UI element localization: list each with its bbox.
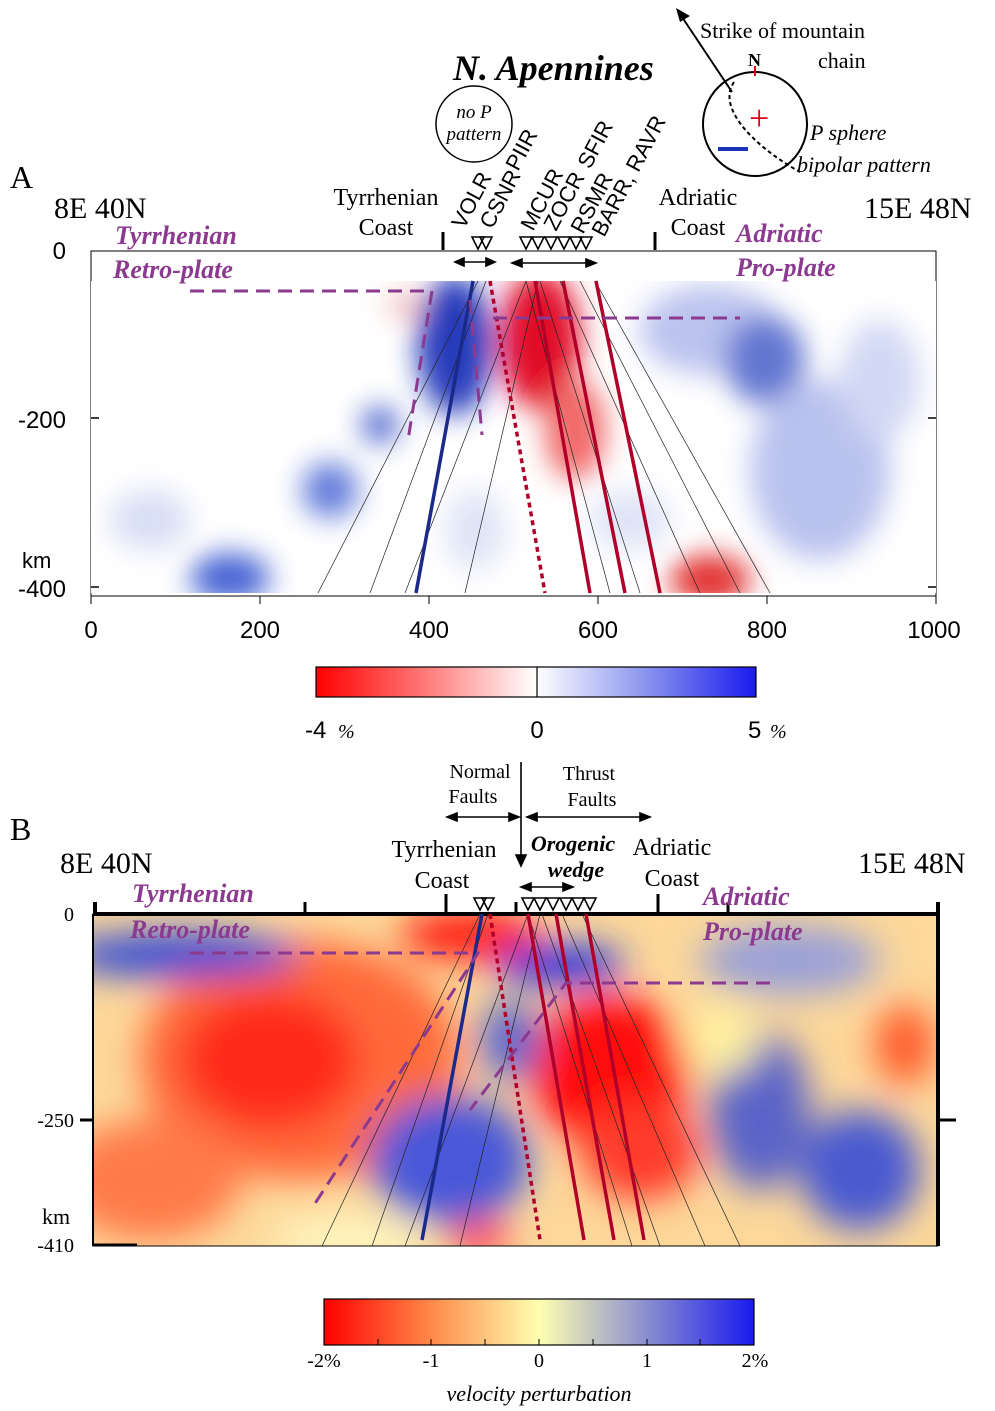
panel-b-tyrrhenian-coast-1: Tyrrhenian [392, 837, 497, 863]
y-tick-label: 0 [53, 238, 66, 265]
panel-b-colorbar: -2% -1 0 1 2% velocity perturbation [307, 1298, 769, 1406]
x-tick-label: 600 [578, 617, 618, 644]
station-label: SFIR [572, 116, 618, 172]
strike-label-line2: chain [818, 48, 866, 73]
colorbar-tick: 2% [742, 1350, 769, 1372]
panel-b-adriatic-coast-2: Coast [645, 866, 700, 892]
panel-b-slab-lines [420, 913, 646, 1241]
colorbar-mid: 0 [530, 717, 543, 744]
panel-a-letter: A [10, 159, 33, 195]
strike-label-line1: Strike of mountain [700, 18, 865, 43]
y-tick-label: -250 [37, 1110, 74, 1132]
x-tick-label: 400 [409, 617, 449, 644]
orogenic-wedge-1: Orogenic [531, 831, 616, 856]
retro-plate-label-2: Retro-plate [129, 915, 250, 944]
panel-a-adriatic-coast-1: Adriatic [659, 185, 738, 211]
station-label: PIIR [500, 125, 542, 175]
panel-b-tyrrhenian-coast-2: Coast [415, 868, 470, 894]
colorbar-tick: -2% [307, 1350, 340, 1372]
colorbar-label: velocity perturbation [446, 1381, 631, 1406]
colorbar-max: 5 [748, 717, 761, 744]
colorbar-tick: 0 [534, 1350, 544, 1372]
panel-b-left-corner: 8E 40N [60, 847, 153, 880]
panel-a-plate-boundaries [190, 289, 740, 441]
panel-b-tomography [93, 914, 938, 1246]
sphere-label-line2: bipolar pattern [797, 152, 931, 177]
panel-a-colorbar: -4 % 0 5 % [305, 666, 787, 744]
panel-b-letter: B [10, 811, 31, 847]
panel-b-plate-boundaries [190, 951, 770, 1206]
normal-faults-2: Faults [449, 786, 498, 808]
y-tick-label: -400 [18, 576, 66, 603]
colorbar-min: -4 [305, 717, 326, 744]
panel-b-plate-labels: Tyrrhenian Retro-plate Adriatic Pro-plat… [129, 879, 803, 946]
panel-a: A 8E 40N 15E 48N Tyrrhenian Coast Adriat… [10, 111, 972, 744]
panel-b-station-triangles [472, 897, 598, 912]
pro-plate-label-1: Adriatic [734, 219, 823, 248]
panel-b-right-corner: 15E 48N [858, 847, 966, 880]
no-p-line2: pattern [445, 124, 502, 145]
colorbar-tick: 1 [642, 1350, 652, 1372]
panel-b-top-axis [80, 894, 956, 1247]
panel-a-adriatic-coast-2: Coast [671, 215, 726, 241]
panel-a-x-axis: 0 200 400 600 800 1000 [84, 596, 961, 644]
strike-arrow-head [676, 8, 690, 22]
y-tick-label: 0 [64, 904, 74, 926]
colorbar-unit: % [770, 721, 787, 743]
panel-a-right-corner: 15E 48N [864, 192, 972, 225]
panel-a-left-corner: 8E 40N [54, 192, 147, 225]
sphere-label-line1: P sphere [809, 120, 887, 145]
sphere-dashed-curve [728, 81, 801, 173]
km-unit-label: km [42, 1204, 70, 1229]
thrust-faults-1: Thrust [563, 763, 616, 785]
minus-sign [718, 147, 748, 151]
pro-plate-label-2: Pro-plate [702, 917, 803, 946]
panel-a-arrows [453, 256, 599, 269]
panel-a-y-axis: 0 -200 -400 km [18, 238, 936, 603]
fault-arrows [444, 762, 653, 893]
no-p-pattern-note: no P pattern [435, 85, 513, 163]
pro-plate-label-2: Pro-plate [735, 253, 836, 282]
panel-a-tomography [91, 281, 936, 593]
x-tick-label: 1000 [907, 617, 960, 644]
figure-title: N. Apennines [452, 48, 654, 88]
no-p-circle [435, 85, 513, 163]
normal-faults-1: Normal [449, 761, 511, 783]
colorbar-unit: % [338, 721, 355, 743]
orientation-inset: Strike of mountain chain N + P sphere bi… [676, 8, 931, 177]
x-tick-label: 200 [240, 617, 280, 644]
plus-sign: + [749, 98, 769, 138]
north-label: N [748, 50, 761, 70]
strike-arrow-line [679, 13, 733, 93]
retro-plate-label-2: Retro-plate [112, 255, 233, 284]
panel-b-adriatic-coast-1: Adriatic [633, 835, 712, 861]
retro-plate-label-1: Tyrrhenian [132, 879, 254, 908]
panel-a-tyrrhenian-coast-1: Tyrrhenian [334, 185, 439, 211]
station-labels: VOLR CSNR PIIR MCUR ZOCR SFIR RSMR BARR,… [446, 111, 670, 240]
panel-b: B 8E 40N 15E 48N Normal Faults Thrust Fa… [10, 761, 966, 1406]
panel-b-ray-lines [321, 913, 741, 1247]
panel-a-slab-lines [414, 280, 662, 594]
y-tick-label: -200 [18, 407, 66, 434]
x-tick-label: 800 [747, 617, 787, 644]
panel-a-tyrrhenian-coast-2: Coast [359, 215, 414, 241]
panel-a-plate-labels: Tyrrhenian Retro-plate Adriatic Pro-plat… [112, 219, 836, 284]
colorbar-tick: -1 [423, 1350, 440, 1372]
station-triangles [470, 236, 594, 251]
retro-plate-label-1: Tyrrhenian [115, 221, 237, 250]
y-tick-label: -410 [37, 1235, 74, 1257]
pro-plate-label-1: Adriatic [701, 882, 790, 911]
thrust-faults-2: Faults [568, 789, 617, 811]
orogenic-wedge-2: wedge [548, 857, 604, 882]
no-p-line1: no P [456, 102, 492, 123]
km-unit-label: km [22, 548, 51, 573]
x-tick-label: 0 [84, 617, 97, 644]
